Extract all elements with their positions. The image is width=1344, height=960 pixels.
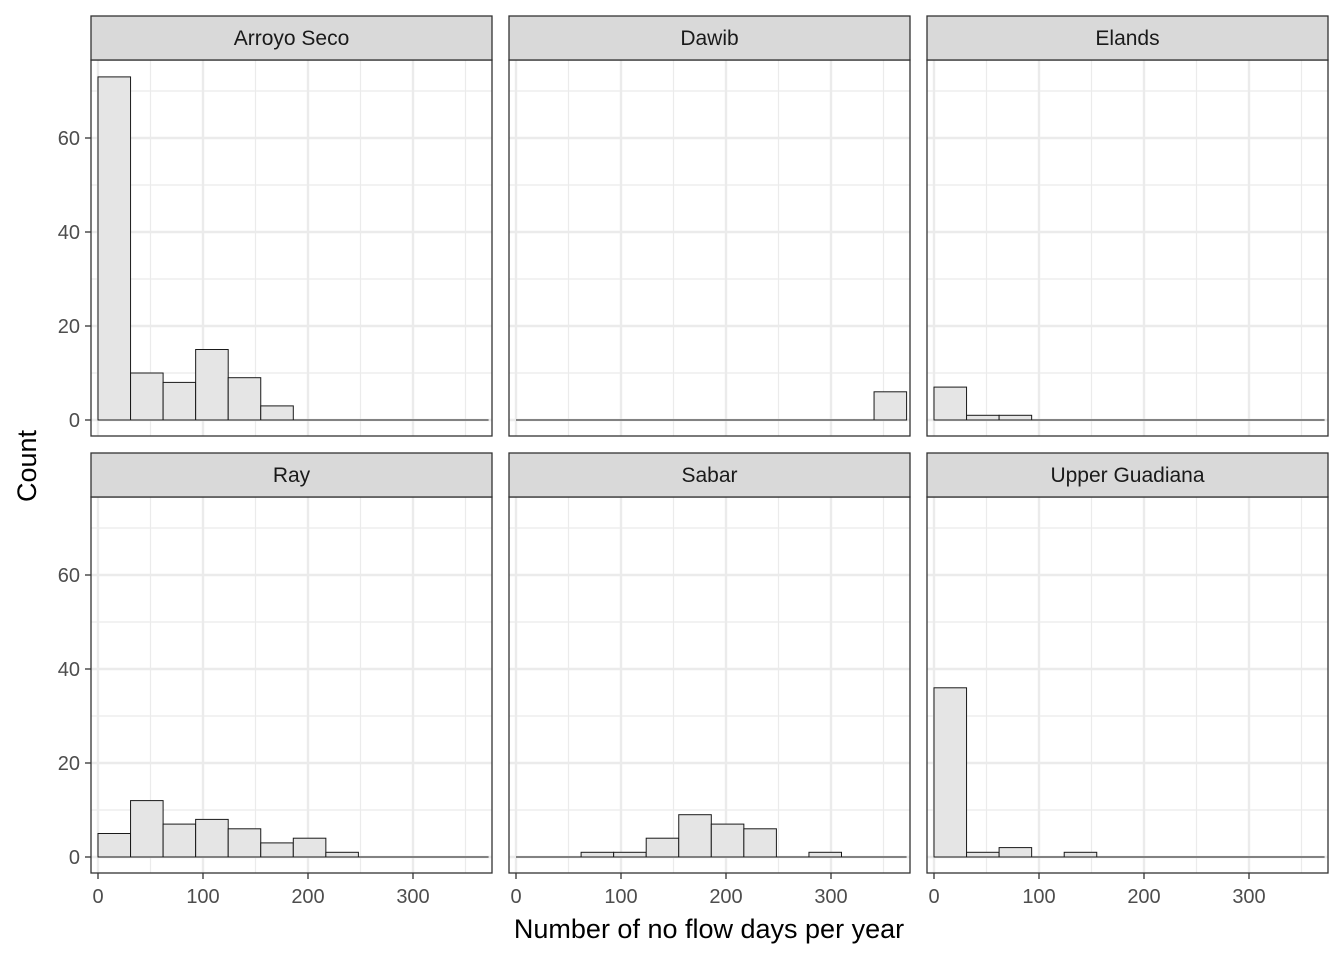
histogram-bar [678,814,712,858]
histogram-bar [580,851,615,858]
facet-strip [90,452,493,498]
y-tick-label: 60 [58,565,80,587]
histogram-bar [162,381,197,421]
facet-strip [508,452,911,498]
histogram-bar [966,851,1000,858]
y-tick-label: 0 [69,410,80,432]
facet-strip-label: Arroyo Seco [234,27,350,50]
x-tick-label: 200 [291,886,324,908]
histogram-bar [227,377,262,421]
histogram-bar [97,833,132,858]
facet-panel: Elands [926,15,1329,437]
facet-panel: Ray [90,452,493,874]
facet-strip-label: Ray [273,464,311,487]
x-tick-label: 0 [92,886,103,908]
panel-background [509,60,910,436]
facet-strip-label: Elands [1095,27,1159,50]
facet-panel: Dawib [508,15,911,437]
histogram-bar [966,414,1000,421]
histogram-bar [130,800,164,858]
y-tick-label: 40 [58,222,80,244]
facet-strip [926,15,1329,61]
y-tick-label: 0 [69,847,80,869]
facet-strip [926,452,1329,498]
x-tick-label: 0 [510,886,521,908]
histogram-bar [743,828,777,858]
histogram-bar [195,818,229,858]
histogram-bar [613,851,647,858]
facet-panels: Arroyo Seco Dawib Elands Ray Sabar Upper Guad… [90,15,1329,874]
panel-background [927,60,1328,436]
histogram-bar [645,837,680,858]
histogram-bar [808,851,843,858]
histogram-bar [933,386,968,421]
histogram-bar [227,828,262,858]
x-axis-ticks: 0 100 200 300 0 100 200 300 0 100 200 300 [92,873,1266,908]
x-tick-label: 0 [928,886,939,908]
histogram-bar [260,842,294,858]
y-tick-label: 20 [58,316,80,338]
histogram-bar [933,687,968,858]
facet-strip-label: Sabar [681,464,737,487]
histogram-bar [325,851,359,858]
histogram-bar [998,414,1033,421]
histogram-bar [162,823,197,858]
facet-strip [508,15,911,61]
y-axis-ticks: 0 20 40 60 0 20 40 60 [58,128,91,869]
histogram-bar [1063,851,1098,858]
histogram-bar [873,391,908,421]
y-tick-label: 40 [58,659,80,681]
histogram-bar [130,372,164,421]
histogram-bar [195,349,229,421]
x-tick-label: 300 [814,886,847,908]
facet-strip-label: Dawib [680,27,738,50]
histogram-bar [260,405,294,421]
x-tick-label: 300 [1232,886,1265,908]
x-tick-label: 200 [709,886,742,908]
x-tick-label: 100 [186,886,219,908]
panel-background [927,497,1328,873]
facet-panel: Upper Guadiana [926,452,1329,874]
facet-panel: Sabar [508,452,911,874]
x-tick-label: 200 [1127,886,1160,908]
x-tick-label: 300 [396,886,429,908]
histogram-bar [97,76,132,421]
histogram-bar [292,837,327,858]
y-tick-label: 60 [58,128,80,150]
histogram-bar [998,847,1033,858]
y-tick-label: 20 [58,753,80,775]
facet-panel: Arroyo Seco [90,15,493,437]
x-tick-label: 100 [1022,886,1055,908]
y-axis-title: Count [12,429,42,502]
histogram-bar [710,823,745,858]
x-axis-title: Number of no flow days per year [514,914,904,944]
facet-strip [90,15,493,61]
x-tick-label: 100 [604,886,637,908]
facet-strip-label: Upper Guadiana [1050,464,1204,487]
